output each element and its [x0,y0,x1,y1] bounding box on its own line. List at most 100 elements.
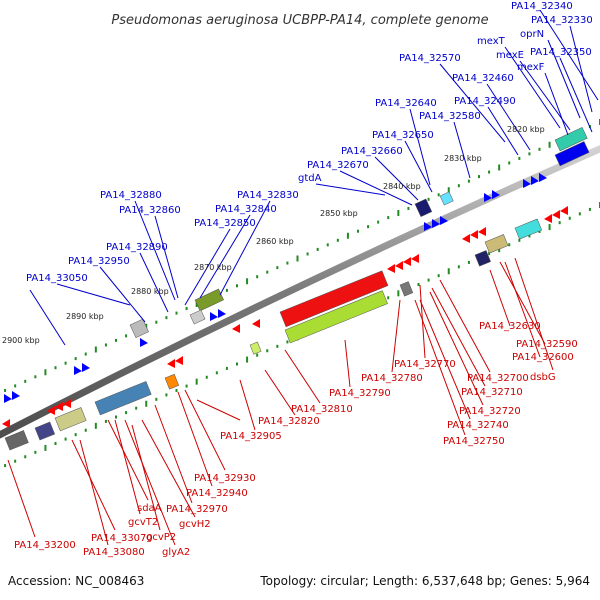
ruler-tick [417,283,420,286]
leader-line [184,389,226,471]
ruler-tick [246,278,249,285]
gene-label[interactable]: PA14_32930 [194,473,256,484]
gene-label[interactable]: PA14_32880 [100,190,162,201]
ruler-tick [125,334,128,338]
gene-label[interactable]: PA14_32740 [447,420,509,431]
gene-label[interactable]: PA14_32905 [220,431,282,442]
reverse-gene-arrow [395,261,403,270]
ruler-tick [205,375,208,379]
gene-label[interactable]: PA14_32650 [372,130,434,141]
leader-line [29,289,66,346]
leader-line [154,404,193,504]
ruler-tick [518,156,521,160]
gene-label[interactable]: PA14_32700 [467,373,529,384]
gene-label[interactable]: dsbG [530,372,556,383]
gene-label[interactable]: PA14_32750 [443,436,505,447]
reverse-gene-arrow [387,264,395,273]
gene-label[interactable]: PA14_32570 [399,53,461,64]
gene-label[interactable]: PA14_32780 [361,373,423,384]
gene-label[interactable]: PA14_32660 [341,146,403,157]
leader-line [547,39,581,119]
leader-line [196,399,241,421]
gene-label[interactable]: mexT [477,36,506,47]
ruler-tick [437,193,440,197]
leader-line [499,261,546,345]
leader-line [391,299,401,373]
gene-label[interactable]: PA14_32860 [119,205,181,216]
gene-label[interactable]: PA14_32850 [194,218,256,229]
gene-label[interactable]: PA14_32710 [461,387,523,398]
gene-label[interactable]: PA14_32580 [419,111,481,122]
gene-label[interactable]: PA14_32970 [166,504,228,515]
reverse-gene-arrow [411,254,419,263]
leader-line [184,228,231,306]
ruler-tick [185,384,188,388]
gene-label[interactable]: PA14_32630 [479,321,541,332]
gene-label[interactable]: PA14_32940 [186,488,248,499]
gene-label[interactable]: PA14_32490 [454,96,516,107]
forward-gene-block [554,126,588,152]
leader-line [559,57,593,133]
gene-label[interactable]: PA14_32340 [511,1,573,12]
ruler-tick [538,147,541,151]
ruler-tick [44,444,47,451]
gene-label[interactable]: PA14_32330 [531,15,593,26]
gene-label[interactable]: PA14_32720 [459,406,521,417]
gene-label[interactable]: PA14_32590 [516,339,578,350]
gene-label[interactable]: PA14_32810 [291,404,353,415]
gene-label[interactable]: PA14_33200 [14,540,76,551]
gene-label[interactable]: PA14_32890 [106,242,168,253]
ruler-tick [225,288,228,292]
gene-label[interactable]: PA14_33070 [91,533,153,544]
gene-label[interactable]: PA14_33050 [26,273,88,284]
ruler-tick [467,260,470,264]
ruler-tick [74,433,77,437]
kbp-label: 2900 kbp [2,336,40,345]
kbp-label: 2850 kbp [320,209,358,218]
forward-gene-arrow [218,309,226,318]
ruler-tick [367,225,370,229]
forward-gene-arrow [424,222,432,231]
reverse-gene-block [474,250,491,267]
kbp-label: 2830 kbp [444,154,482,163]
gene-label[interactable]: PA14_33080 [83,547,145,558]
leader-line [284,349,321,404]
reverse-gene-block [279,270,389,328]
ruler-tick [246,356,249,363]
leader-line [56,283,131,306]
gene-label[interactable]: PA14_32640 [375,98,437,109]
gene-label[interactable]: PA14_32830 [237,190,299,201]
ruler-tick [357,229,359,233]
ruler-tick [447,187,450,194]
gene-label[interactable]: PA14_32670 [307,160,369,171]
gene-label[interactable]: gcvP2 [146,532,176,543]
gene-label[interactable]: gcvH2 [179,519,211,530]
ruler-tick [407,206,410,210]
gene-label[interactable]: PA14_32600 [512,352,574,363]
gene-label[interactable]: PA14_32820 [258,416,320,427]
leader-line [429,291,484,406]
gene-label[interactable]: PA14_32460 [452,73,514,84]
gene-label[interactable]: oprN [520,29,544,40]
reverse-gene-arrow [403,257,411,266]
reverse-gene-arrow [544,214,552,223]
gene-label[interactable]: gcvT2 [128,517,158,528]
ruler-tick [457,265,460,269]
leader-line [344,339,351,388]
gene-label[interactable]: sdaA [137,503,162,514]
gene-label[interactable]: gtdA [298,173,322,184]
ruler-tick [94,346,97,353]
gene-label[interactable]: PA14_32840 [215,204,277,215]
ruler-tick [397,210,400,216]
ruler-tick [125,411,128,415]
leader-line [489,269,511,327]
gene-label[interactable]: mexE [496,50,524,61]
gene-label[interactable]: PA14_32350 [530,47,592,58]
gene-label[interactable]: PA14_32950 [68,256,130,267]
reverse-gene-arrow [252,319,260,328]
gene-label[interactable]: glyA2 [162,547,190,558]
gene-label[interactable]: PA14_32770 [394,359,456,370]
ruler-tick [104,419,107,423]
gene-label[interactable]: PA14_32790 [329,388,391,399]
gene-label[interactable]: mexF [517,62,545,73]
